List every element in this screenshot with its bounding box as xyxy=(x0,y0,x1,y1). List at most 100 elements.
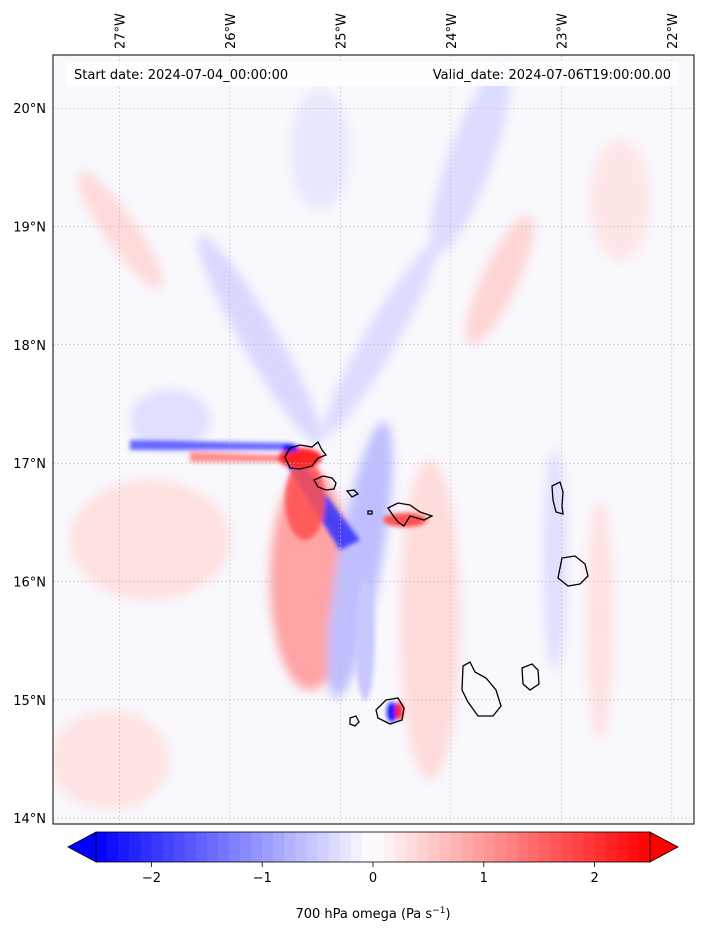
omega-positive-region xyxy=(586,500,614,740)
colorbar-cell xyxy=(616,832,629,862)
omega-negative-streak xyxy=(130,440,290,450)
colorbar-cell xyxy=(195,832,208,862)
colorbar-cell xyxy=(561,832,573,862)
colorbar-label: 700 hPa omega (Pa s−1) xyxy=(295,906,450,922)
omega-negative-region xyxy=(130,390,210,450)
colorbar-tick-label: −2 xyxy=(142,871,161,886)
colorbar-tick-label: −1 xyxy=(253,871,272,886)
colorbar-cell xyxy=(539,832,551,862)
island-brava-coastline xyxy=(349,715,360,727)
latitude-label: 15°N xyxy=(13,694,46,709)
latitude-label: 18°N xyxy=(13,339,46,354)
colorbar-cell xyxy=(384,832,396,862)
colorbar-cell xyxy=(505,832,518,862)
omega-positive-core xyxy=(285,460,325,540)
omega-negative-region xyxy=(290,90,350,210)
colorbar-cell xyxy=(483,832,496,862)
colorbar-tick-label: 1 xyxy=(480,871,488,886)
latitude-label: 20°N xyxy=(13,102,46,117)
colorbar-cell xyxy=(406,832,418,862)
header-background xyxy=(66,62,678,86)
colorbar-cell xyxy=(173,832,186,862)
omega-positive-core xyxy=(278,448,322,468)
colorbar: −2 −1 0 1 2 700 hPa omega (Pa s−1) xyxy=(67,831,679,922)
omega-field xyxy=(53,65,650,810)
colorbar-cell xyxy=(450,832,463,862)
longitude-labels: 27°W 26°W 25°W 24°W 23°W 22°W xyxy=(113,13,681,49)
omega-negative-core xyxy=(387,702,397,722)
island-islet-coastline xyxy=(367,510,373,515)
omega-positive-core xyxy=(395,702,403,720)
colorbar-cell xyxy=(96,832,108,862)
colorbar-cell xyxy=(528,832,540,862)
colorbar-cell xyxy=(594,832,607,862)
island-santo-antao-coastline xyxy=(284,440,328,470)
map-frame xyxy=(52,54,695,825)
colorbar-cell xyxy=(251,832,263,862)
colorbar-cell xyxy=(273,832,285,862)
island-sal-coastline xyxy=(551,481,564,515)
colorbar-cell xyxy=(184,832,197,862)
omega-negative-region xyxy=(355,580,375,700)
omega-negative-region xyxy=(543,450,567,670)
colorbar-extend-min xyxy=(67,831,97,863)
island-sao-vicente-coastline xyxy=(313,475,337,491)
colorbar-cell xyxy=(206,832,219,862)
omega-negative-region xyxy=(327,422,393,698)
colorbar-cell xyxy=(339,832,352,862)
colorbar-cell xyxy=(306,832,319,862)
colorbar-cell xyxy=(317,832,330,862)
omega-positive-region xyxy=(77,171,163,289)
longitude-label: 22°W xyxy=(666,13,681,49)
colorbar-cell xyxy=(284,832,296,862)
island-boa-vista-coastline xyxy=(557,555,589,587)
colorbar-cell xyxy=(162,832,175,862)
colorbar-cell xyxy=(373,832,385,862)
longitude-label: 24°W xyxy=(445,13,460,49)
colorbar-cell xyxy=(140,832,152,862)
colorbar-cell xyxy=(118,832,130,862)
longitude-label: 23°W xyxy=(555,13,570,49)
longitude-label: 27°W xyxy=(113,13,128,49)
island-santiago-coastline xyxy=(461,661,502,717)
island-maio-coastline xyxy=(521,663,540,691)
colorbar-extend-max xyxy=(649,831,679,863)
valid-date-label: Valid_date: 2024-07-06T19:00:00.00 xyxy=(433,68,671,83)
colorbar-cell xyxy=(107,832,119,862)
colorbar-cell xyxy=(417,832,429,862)
colorbar-cell xyxy=(550,832,562,862)
omega-positive-region xyxy=(53,710,170,810)
omega-negative-region xyxy=(198,235,322,445)
island-fogo-coastline xyxy=(375,697,405,725)
map-panel: Start date: 2024-07-04_00:00:00 Valid_da… xyxy=(13,13,695,827)
colorbar-cell xyxy=(328,832,341,862)
colorbar-cell xyxy=(262,832,274,862)
colorbar-cell xyxy=(583,832,596,862)
colorbar-cell xyxy=(129,832,141,862)
colorbar-ticks: −2 −1 0 1 2 xyxy=(142,862,599,886)
colorbar-cell xyxy=(240,832,252,862)
omega-positive-region xyxy=(590,140,650,260)
colorbar-cell xyxy=(472,832,485,862)
latitude-label: 16°N xyxy=(13,575,46,590)
colorbar-cell xyxy=(605,832,618,862)
colorbar-cell xyxy=(217,832,230,862)
colorbar-cell xyxy=(350,832,363,862)
colorbar-cell xyxy=(638,832,651,862)
coastlines xyxy=(284,440,589,727)
omega-positive-region xyxy=(70,480,230,600)
island-sao-nicolau-coastline xyxy=(387,502,434,527)
colorbar-cell xyxy=(361,832,374,862)
colorbar-cell xyxy=(461,832,474,862)
omega-positive-region xyxy=(466,216,534,344)
gridlines xyxy=(53,55,694,824)
latitude-label: 19°N xyxy=(13,221,46,236)
colorbar-cell xyxy=(572,832,585,862)
start-date-label: Start date: 2024-07-04_00:00:00 xyxy=(74,68,288,83)
colorbar-cell xyxy=(627,832,640,862)
colorbar-cell xyxy=(439,832,452,862)
colorbar-cell xyxy=(428,832,440,862)
longitude-label: 26°W xyxy=(224,13,239,49)
